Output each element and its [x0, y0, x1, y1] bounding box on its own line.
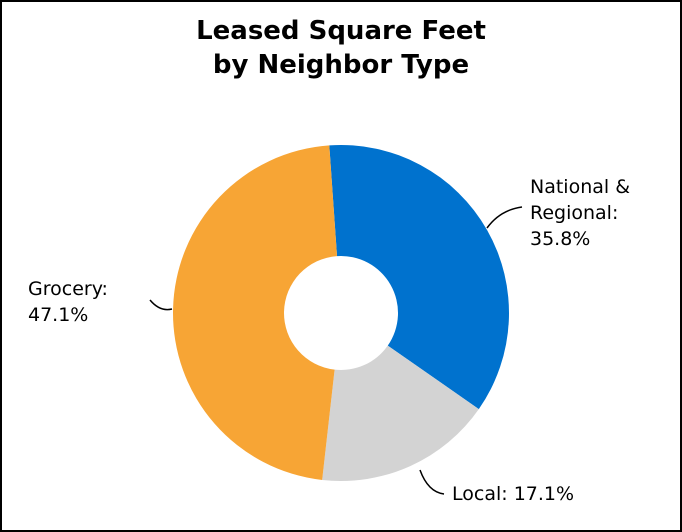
- value-label: 47.1%: [28, 304, 89, 326]
- donut-slice: [172, 145, 338, 480]
- donut-slice: [322, 345, 479, 482]
- leader-line: [486, 206, 523, 229]
- category-label: Local:: [452, 483, 508, 505]
- chart-subtitle: by Neighbor Type: [212, 50, 470, 80]
- value-label: 35.8%: [530, 228, 591, 250]
- data-label: Local: 17.1%: [452, 481, 652, 507]
- leader-lines: [149, 206, 523, 495]
- value-label: 17.1%: [513, 483, 575, 505]
- category-label: Grocery:: [28, 278, 108, 300]
- data-label: National & Regional: 35.8%: [530, 174, 660, 252]
- leader-line: [419, 469, 445, 495]
- chart-title: Leased Square Feet: [196, 16, 486, 46]
- leader-line: [149, 299, 173, 311]
- category-label: National & Regional:: [530, 176, 631, 224]
- donut-slice: [329, 145, 510, 410]
- data-label: Grocery: 47.1%: [28, 276, 158, 328]
